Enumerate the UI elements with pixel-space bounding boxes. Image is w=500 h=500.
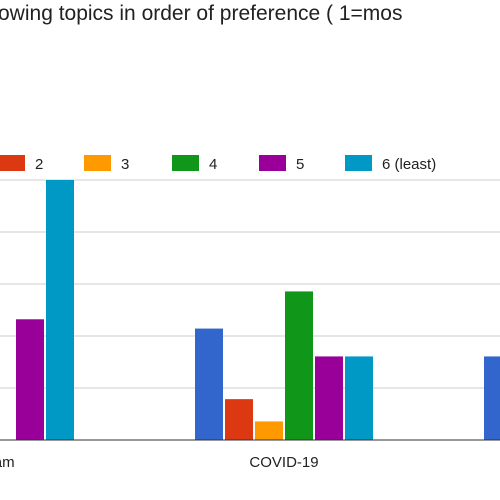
legend-swatch-4 [172, 155, 199, 171]
legend-swatch-6least [345, 155, 372, 171]
bar-6least-cat0 [46, 180, 74, 440]
legend-label-4: 4 [209, 156, 217, 173]
bar-6least-cat1 [345, 356, 373, 440]
bar-5-cat1 [315, 356, 343, 440]
bar-2-cat1 [225, 399, 253, 440]
bar-4-cat1 [285, 291, 313, 440]
legend-label-3: 3 [121, 156, 129, 173]
x-tick-label-0: ard team [0, 454, 15, 471]
legend-swatch-3 [84, 155, 111, 171]
legend-label-2: 2 [35, 156, 43, 173]
bar-1-cat2 [484, 356, 500, 440]
bar-3-cat1 [255, 421, 283, 440]
legend-swatch-5 [259, 155, 286, 171]
x-tick-label-1: COVID-19 [249, 454, 318, 471]
legend-label-5: 5 [296, 156, 304, 173]
chart-title: owing topics in order of preference ( 1=… [0, 2, 403, 25]
bar-5-cat0 [16, 319, 44, 440]
legend-label-6least: 6 (least) [382, 156, 436, 173]
legend-swatch-2 [0, 155, 25, 171]
bar-1-cat1 [195, 328, 223, 440]
